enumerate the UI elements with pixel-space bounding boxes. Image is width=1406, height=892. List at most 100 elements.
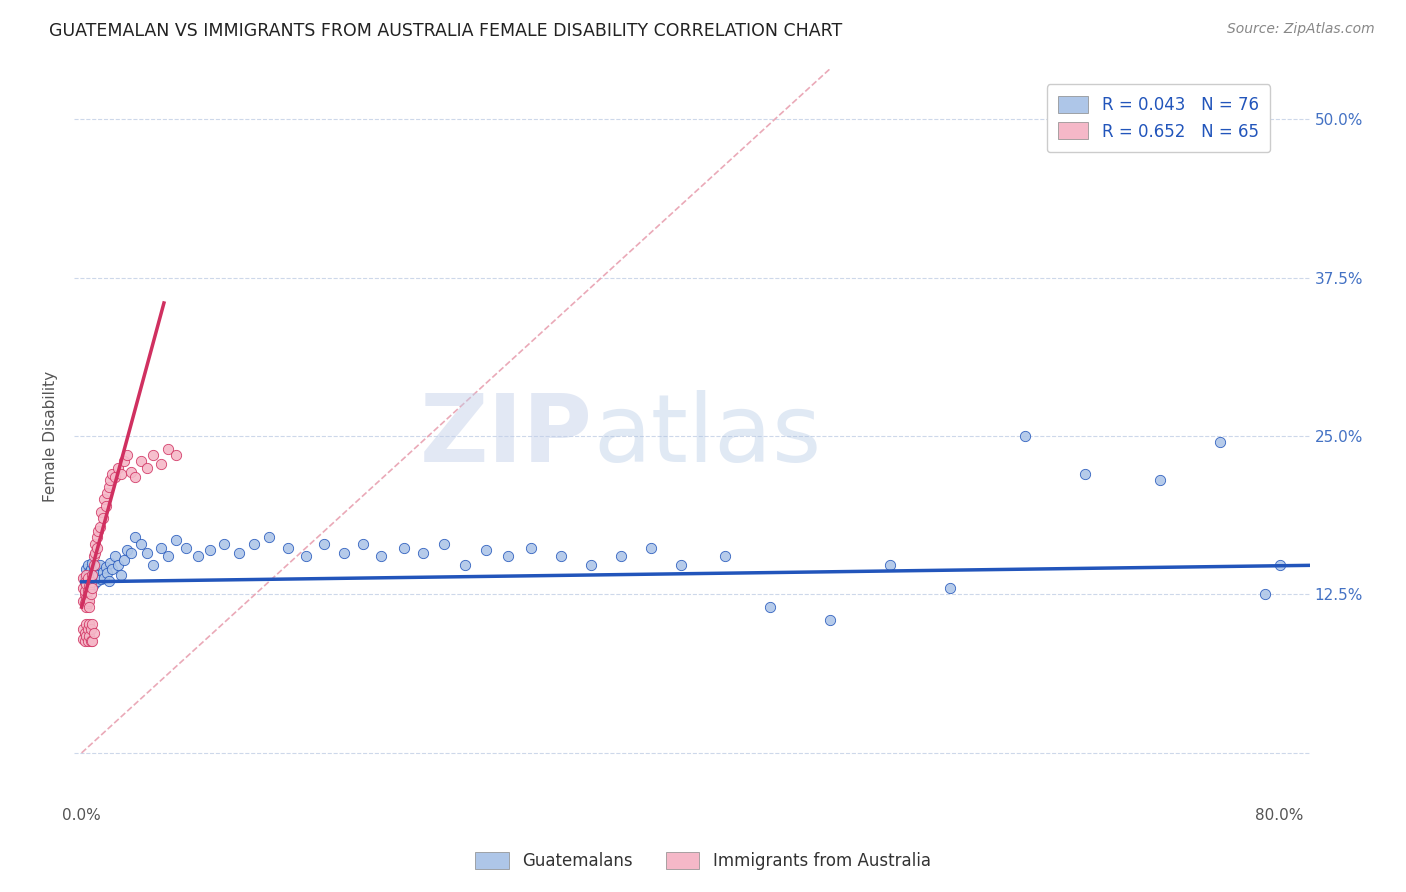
Point	[714, 549, 737, 564]
Point	[83, 558, 105, 573]
Point	[228, 546, 250, 560]
Point	[939, 581, 962, 595]
Point	[97, 480, 120, 494]
Point	[77, 594, 100, 608]
Point	[157, 549, 180, 564]
Point	[91, 511, 114, 525]
Point	[77, 629, 100, 643]
Point	[77, 600, 100, 615]
Point	[120, 546, 142, 560]
Point	[79, 562, 101, 576]
Point	[412, 546, 434, 560]
Point	[84, 546, 107, 560]
Point	[107, 558, 129, 573]
Point	[75, 616, 97, 631]
Point	[76, 558, 98, 573]
Point	[112, 553, 135, 567]
Point	[454, 558, 477, 573]
Point	[73, 634, 96, 648]
Legend: R = 0.043   N = 76, R = 0.652   N = 65: R = 0.043 N = 76, R = 0.652 N = 65	[1046, 84, 1270, 153]
Point	[76, 622, 98, 636]
Point	[277, 541, 299, 555]
Point	[80, 568, 103, 582]
Point	[579, 558, 602, 573]
Point	[243, 537, 266, 551]
Point	[550, 549, 572, 564]
Point	[84, 558, 107, 573]
Point	[157, 442, 180, 456]
Point	[73, 583, 96, 598]
Point	[200, 543, 222, 558]
Point	[115, 448, 138, 462]
Point	[90, 505, 112, 519]
Point	[110, 467, 132, 481]
Point	[131, 454, 153, 468]
Point	[142, 558, 165, 573]
Point	[97, 574, 120, 588]
Point	[107, 460, 129, 475]
Point	[72, 622, 94, 636]
Point	[392, 541, 415, 555]
Point	[176, 541, 198, 555]
Point	[75, 577, 97, 591]
Point	[120, 465, 142, 479]
Point	[86, 565, 108, 579]
Point	[136, 546, 159, 560]
Point	[72, 571, 94, 585]
Point	[352, 537, 374, 551]
Point	[136, 460, 159, 475]
Point	[93, 571, 115, 585]
Text: GUATEMALAN VS IMMIGRANTS FROM AUSTRALIA FEMALE DISABILITY CORRELATION CHART: GUATEMALAN VS IMMIGRANTS FROM AUSTRALIA …	[49, 22, 842, 40]
Point	[87, 568, 110, 582]
Point	[1014, 429, 1036, 443]
Point	[73, 571, 96, 585]
Point	[96, 486, 118, 500]
Point	[475, 543, 498, 558]
Point	[75, 629, 97, 643]
Point	[1208, 435, 1230, 450]
Point	[520, 541, 543, 555]
Point	[131, 537, 153, 551]
Point	[86, 531, 108, 545]
Point	[165, 448, 187, 462]
Point	[187, 549, 209, 564]
Point	[370, 549, 392, 564]
Point	[100, 467, 122, 481]
Point	[79, 587, 101, 601]
Point	[76, 568, 98, 582]
Point	[73, 596, 96, 610]
Point	[79, 574, 101, 589]
Point	[84, 537, 107, 551]
Point	[100, 562, 122, 576]
Point	[72, 581, 94, 595]
Point	[76, 596, 98, 610]
Point	[295, 549, 318, 564]
Point	[142, 448, 165, 462]
Point	[1253, 587, 1275, 601]
Point	[165, 533, 187, 547]
Point	[314, 537, 336, 551]
Point	[759, 600, 782, 615]
Point	[83, 549, 105, 564]
Point	[77, 579, 100, 593]
Point	[73, 625, 96, 640]
Point	[103, 469, 125, 483]
Point	[75, 568, 97, 582]
Point	[103, 549, 125, 564]
Point	[80, 556, 103, 570]
Point	[609, 549, 631, 564]
Point	[124, 531, 146, 545]
Point	[72, 632, 94, 646]
Point	[149, 541, 172, 555]
Point	[332, 546, 354, 560]
Point	[820, 613, 842, 627]
Point	[1268, 558, 1291, 573]
Point	[91, 565, 114, 579]
Point	[76, 634, 98, 648]
Point	[94, 559, 117, 574]
Point	[76, 571, 98, 585]
Point	[669, 558, 692, 573]
Point	[75, 591, 97, 606]
Point	[80, 571, 103, 585]
Point	[80, 616, 103, 631]
